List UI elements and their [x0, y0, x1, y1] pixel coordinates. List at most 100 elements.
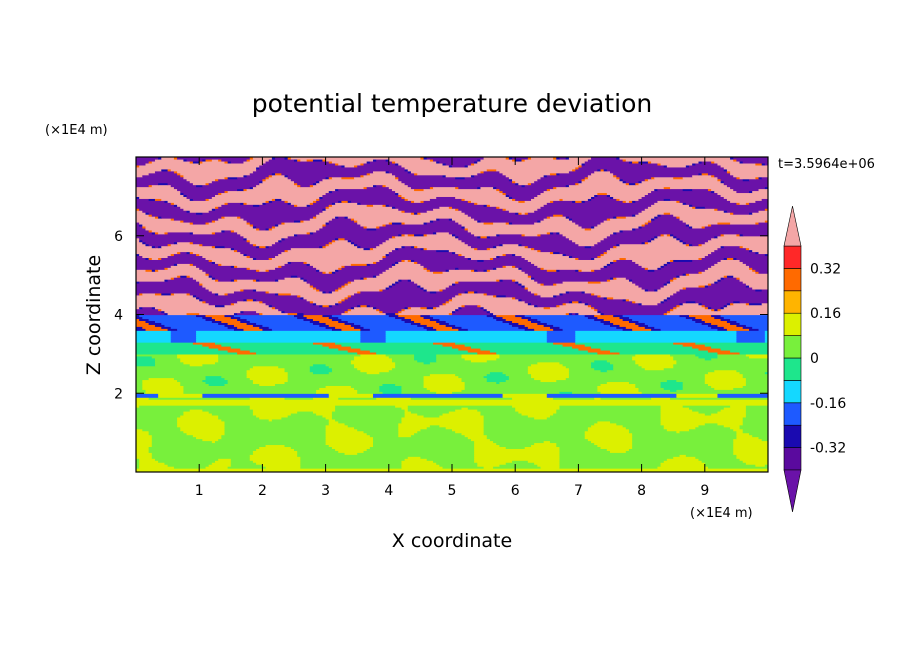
contour-cell: [531, 444, 557, 448]
contour-cell: [414, 172, 418, 176]
contour-cell: [461, 432, 485, 436]
contour-cell: [136, 281, 140, 284]
contour-cell: [739, 279, 768, 282]
contour-cell: [433, 231, 437, 235]
contour-cell: [350, 200, 412, 203]
contour-cell: [136, 265, 172, 268]
contour-cell: [670, 279, 674, 282]
contour-cell: [597, 168, 602, 172]
contour-cell: [322, 414, 333, 418]
contour-cell: [723, 306, 768, 310]
contour-cell: [338, 288, 380, 292]
contour-cell: [139, 237, 245, 241]
contour-cell: [543, 283, 554, 286]
contour-cell: [521, 158, 526, 162]
contour-cell: [632, 436, 737, 440]
contour-cell: [610, 361, 636, 365]
contour-cell: [726, 328, 750, 331]
contour-cell: [644, 208, 715, 211]
contour-cell: [704, 464, 756, 467]
contour-cell: [360, 277, 365, 280]
contour-cell: [489, 349, 589, 353]
contour-cell: [600, 383, 636, 386]
contour-cell: [136, 381, 143, 385]
contour-cell: [196, 184, 203, 188]
contour-cell: [196, 332, 361, 335]
contour-cell: [189, 409, 203, 412]
contour-cell: [632, 357, 674, 361]
contour-cell: [136, 206, 181, 209]
contour-cell: [395, 190, 500, 194]
contour-cell: [284, 381, 425, 385]
contour-cell: [338, 200, 342, 203]
contour-cell: [401, 308, 406, 312]
contour-cell: [480, 347, 579, 351]
contour-cell: [252, 279, 257, 282]
contour-cell: [613, 322, 636, 325]
contour-cell: [385, 332, 548, 335]
contour-cell: [698, 424, 725, 428]
contour-cell: [458, 347, 482, 351]
contour-cell: [638, 180, 643, 184]
contour-cell: [666, 312, 768, 316]
contour-cell: [464, 290, 469, 294]
contour-cell: [458, 235, 478, 239]
contour-cell: [256, 243, 273, 247]
contour-cell: [685, 286, 753, 290]
contour-cell: [483, 292, 488, 296]
contour-cell: [142, 174, 181, 178]
contour-cell: [366, 204, 374, 207]
contour-cell: [316, 267, 339, 270]
contour-cell: [230, 160, 245, 164]
contour-cell: [651, 160, 700, 164]
contour-cell: [521, 316, 532, 320]
contour-cell: [423, 375, 459, 379]
contour-cell: [395, 192, 399, 196]
contour-cell: [610, 196, 614, 199]
contour-cell: [256, 279, 260, 282]
contour-cell: [711, 306, 722, 310]
contour-cell: [436, 306, 459, 310]
contour-cell: [265, 176, 270, 180]
contour-cell: [584, 162, 658, 166]
contour-cell: [515, 279, 535, 282]
contour-cell: [723, 210, 728, 213]
contour-cell: [546, 393, 677, 396]
contour-cell: [297, 410, 314, 414]
contour-cell: [136, 312, 166, 316]
contour-cell: [496, 168, 573, 172]
contour-cell: [249, 456, 301, 459]
contour-cell: [439, 218, 450, 221]
contour-cell: [429, 424, 440, 428]
contour-cell: [515, 180, 535, 184]
contour-cell: [237, 188, 245, 192]
contour-cell: [568, 371, 709, 375]
contour-cell: [391, 284, 418, 288]
contour-cell: [591, 292, 595, 296]
contour-cell: [733, 157, 768, 160]
contour-cell: [458, 281, 516, 284]
contour-cell: [237, 318, 248, 322]
contour-cell: [208, 302, 232, 306]
contour-cell: [474, 202, 478, 205]
contour-cell: [249, 172, 273, 176]
contour-cell: [628, 448, 734, 451]
contour-cell: [543, 218, 570, 221]
contour-cell: [698, 347, 722, 351]
contour-cell: [268, 176, 289, 180]
contour-cell: [136, 355, 153, 359]
contour-cell: [578, 347, 602, 351]
contour-cell: [398, 312, 450, 316]
contour-cell: [373, 393, 504, 396]
contour-cell: [256, 298, 308, 302]
contour-cell: [436, 290, 466, 294]
contour-cell: [559, 405, 662, 408]
contour-cell: [597, 194, 608, 197]
contour-cell: [331, 241, 352, 245]
contour-cell: [414, 245, 418, 249]
contour-cell: [230, 316, 241, 320]
contour-cell: [673, 308, 712, 312]
contour-cell: [294, 158, 298, 162]
contour-cell: [259, 279, 276, 282]
contour-cell: [739, 176, 756, 180]
